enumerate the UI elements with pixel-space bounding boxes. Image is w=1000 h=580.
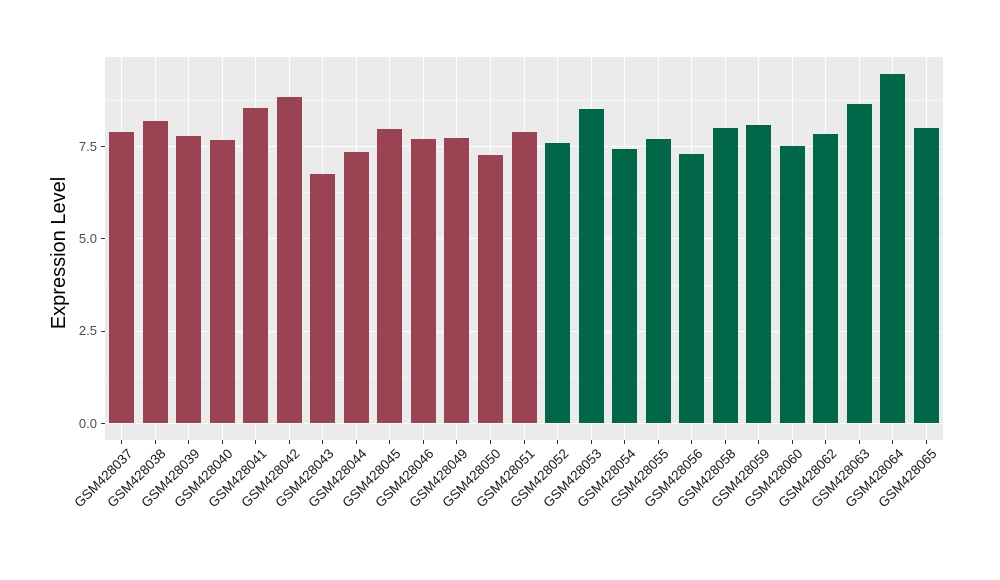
x-tick-mark [892, 440, 894, 444]
bar-GSM428038 [142, 120, 168, 423]
bar-GSM428054 [612, 148, 638, 423]
bar-GSM428056 [679, 154, 705, 423]
y-axis-title: Expression Level [48, 176, 70, 330]
x-tick-mark [523, 440, 525, 444]
bar-GSM428058 [712, 127, 738, 423]
bar-GSM428059 [746, 124, 772, 423]
y-tick-mark [101, 238, 105, 240]
x-tick-mark [255, 440, 257, 444]
y-tick-mark [101, 330, 105, 332]
x-tick-mark [825, 440, 827, 444]
x-tick-mark [791, 440, 793, 444]
bar-GSM428064 [880, 74, 906, 423]
bar-GSM428041 [243, 108, 269, 423]
x-tick-mark [389, 440, 391, 444]
y-tick-label: 0.0 [78, 415, 97, 431]
x-tick-mark [724, 440, 726, 444]
bar-GSM428045 [377, 129, 403, 423]
y-tick-label: 5.0 [78, 230, 97, 246]
plot-panel [105, 57, 943, 440]
x-tick-mark [288, 440, 290, 444]
bar-GSM428062 [813, 134, 839, 423]
x-tick-mark [489, 440, 491, 444]
x-tick-mark [322, 440, 324, 444]
bar-GSM428055 [645, 139, 671, 423]
bar-GSM428049 [444, 137, 470, 423]
bar-GSM428052 [545, 143, 571, 423]
x-tick-mark [624, 440, 626, 444]
x-tick-mark [456, 440, 458, 444]
bar-GSM428065 [913, 127, 939, 423]
bar-GSM428043 [310, 174, 336, 423]
bar-GSM428040 [209, 139, 235, 423]
bar-GSM428050 [477, 155, 503, 423]
x-tick-mark [355, 440, 357, 444]
x-tick-mark [657, 440, 659, 444]
x-tick-mark [858, 440, 860, 444]
bar-GSM428044 [343, 151, 369, 423]
x-tick-mark [188, 440, 190, 444]
x-tick-mark [557, 440, 559, 444]
bar-GSM428039 [176, 136, 202, 423]
bar-GSM428063 [846, 103, 872, 423]
x-tick-mark [221, 440, 223, 444]
x-tick-mark [121, 440, 123, 444]
bar-GSM428051 [511, 131, 537, 423]
x-tick-mark [422, 440, 424, 444]
bar-GSM428042 [276, 96, 302, 423]
bar-GSM428046 [410, 139, 436, 423]
y-tick-label: 7.5 [78, 138, 97, 154]
x-tick-mark [758, 440, 760, 444]
x-tick-mark [154, 440, 156, 444]
x-tick-mark [590, 440, 592, 444]
bar-GSM428037 [109, 131, 135, 423]
y-tick-label: 2.5 [78, 323, 97, 339]
y-tick-mark [101, 423, 105, 424]
y-tick-mark [101, 146, 105, 148]
bar-GSM428060 [779, 146, 805, 423]
x-tick-mark [691, 440, 693, 444]
x-tick-mark [925, 440, 927, 444]
bar-GSM428053 [578, 109, 604, 423]
